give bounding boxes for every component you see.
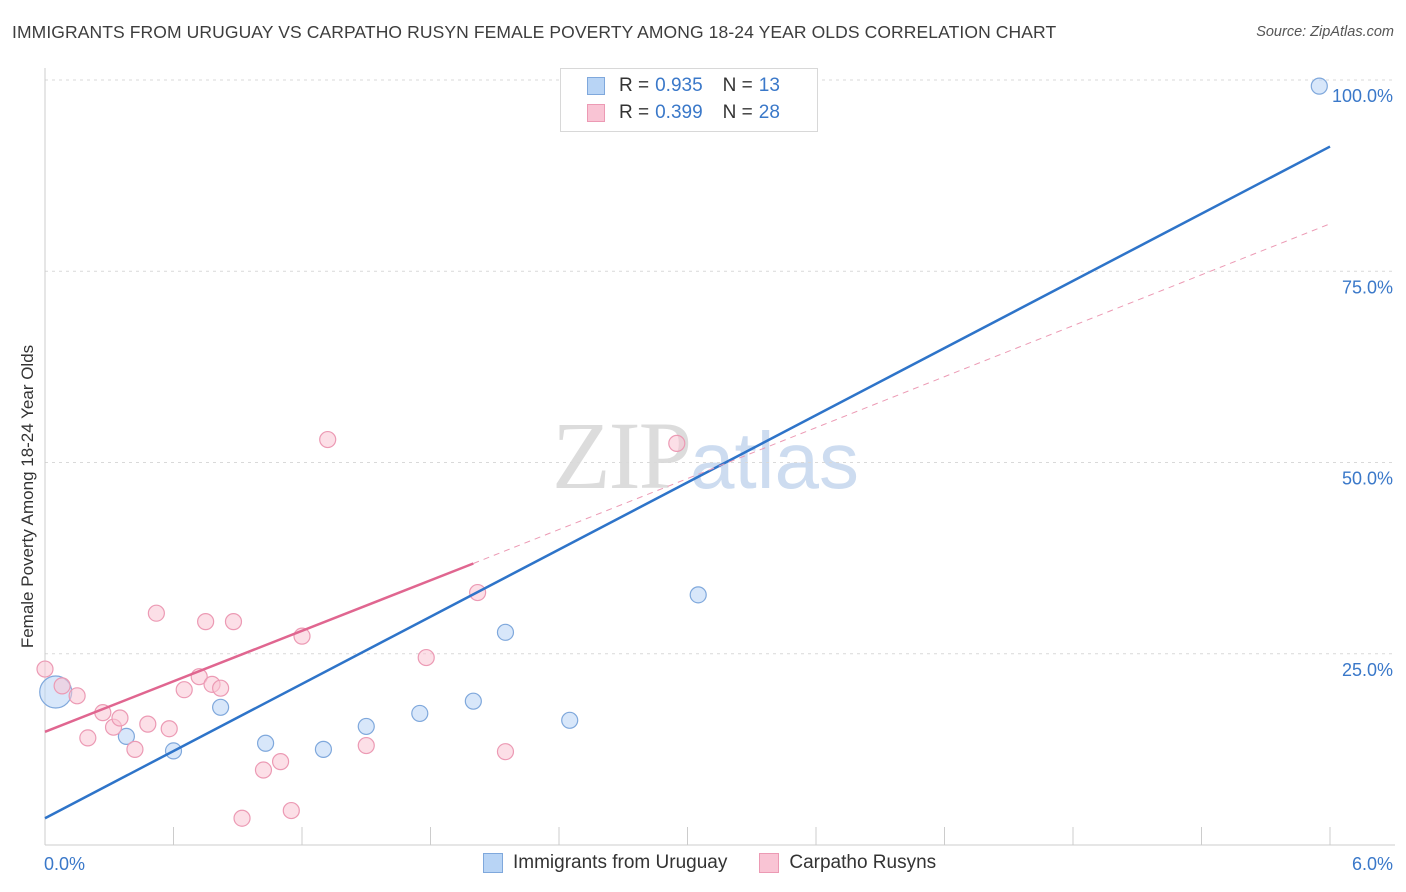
series-label-uruguay: Immigrants from Uruguay [513,852,728,873]
series-legend-uruguay: Immigrants from Uruguay [483,852,727,874]
uruguay-trend-line [44,145,1331,820]
rusyn-point [282,801,300,820]
uruguay-point [117,727,135,745]
uruguay-point [357,717,375,736]
legend-swatch-pink [587,104,605,122]
series-swatch-pink [759,853,780,873]
uruguay-point [689,586,707,604]
uruguay-point [212,698,230,716]
uruguay-point [256,734,275,752]
legend-r-label: R = [619,75,650,96]
source-label: Source: ZipAtlas.com [1256,24,1394,40]
rusyn-point [175,681,193,699]
y-tick-label: 100.0% [1332,86,1393,106]
rusyn-point [233,809,251,827]
uruguay-point [411,704,429,723]
uruguay-point [561,711,579,729]
rusyn-point [319,430,337,449]
rusyn-point [147,604,165,622]
rusyn-point [212,679,230,697]
legend-swatch-blue [587,77,605,95]
y-tick-label: 25.0% [1342,660,1393,680]
uruguay-point [1310,77,1328,95]
series-swatch-blue [483,853,503,873]
x-tick-label: 6.0% [1352,854,1393,874]
legend-row-rusyn: R = 0.399 N = 28 [587,100,780,126]
legend-r-value: 0.935 [655,75,703,96]
y-tick-label: 75.0% [1342,277,1393,297]
x-tick-label: 0.0% [44,854,85,874]
legend-n-label: N = [722,102,753,123]
rusyn-point [126,740,144,758]
uruguay-point [496,623,515,641]
legend-row-uruguay: R = 0.935 N = 13 [587,73,780,99]
legend-n-value: 13 [758,75,780,96]
rusyn-point [417,648,435,667]
rusyn-point [271,753,290,771]
legend-r-label: R = [619,102,650,123]
legend-r-value: 0.399 [655,102,703,123]
rusyn-point [68,687,86,705]
rusyn-point [496,743,515,761]
series-label-rusyn: Carpatho Rusyns [789,852,937,873]
series-legend: Immigrants from Uruguay Carpatho Rusyns [483,852,968,874]
chart-title: IMMIGRANTS FROM URUGUAY VS CARPATHO RUSY… [12,22,1057,42]
rusyn-point [79,729,97,747]
rusyn-point [53,677,71,695]
rusyn-point [139,715,157,733]
rusyn-point [111,709,129,727]
rusyn-point [160,720,178,738]
rusyn-point [197,613,215,631]
rusyn-point [668,434,686,452]
rusyn-point [357,736,375,755]
rusyn-trend-extension [473,223,1331,564]
watermark-atlas: atlas [690,416,859,505]
correlation-legend: R = 0.935 N = 13 R = 0.399 N = 28 [560,68,818,132]
rusyn-trend-line [44,562,474,733]
legend-n-value: 28 [758,102,780,123]
rusyn-point [224,613,243,631]
rusyn-point [254,761,273,779]
y-tick-label: 50.0% [1342,469,1393,489]
uruguay-point [314,740,333,758]
series-legend-rusyn: Carpatho Rusyns [759,852,936,874]
legend-n-label: N = [722,75,753,96]
uruguay-point [464,692,482,710]
y-axis-label: Female Poverty Among 18-24 Year Olds [18,345,37,648]
rusyn-point [36,660,54,678]
